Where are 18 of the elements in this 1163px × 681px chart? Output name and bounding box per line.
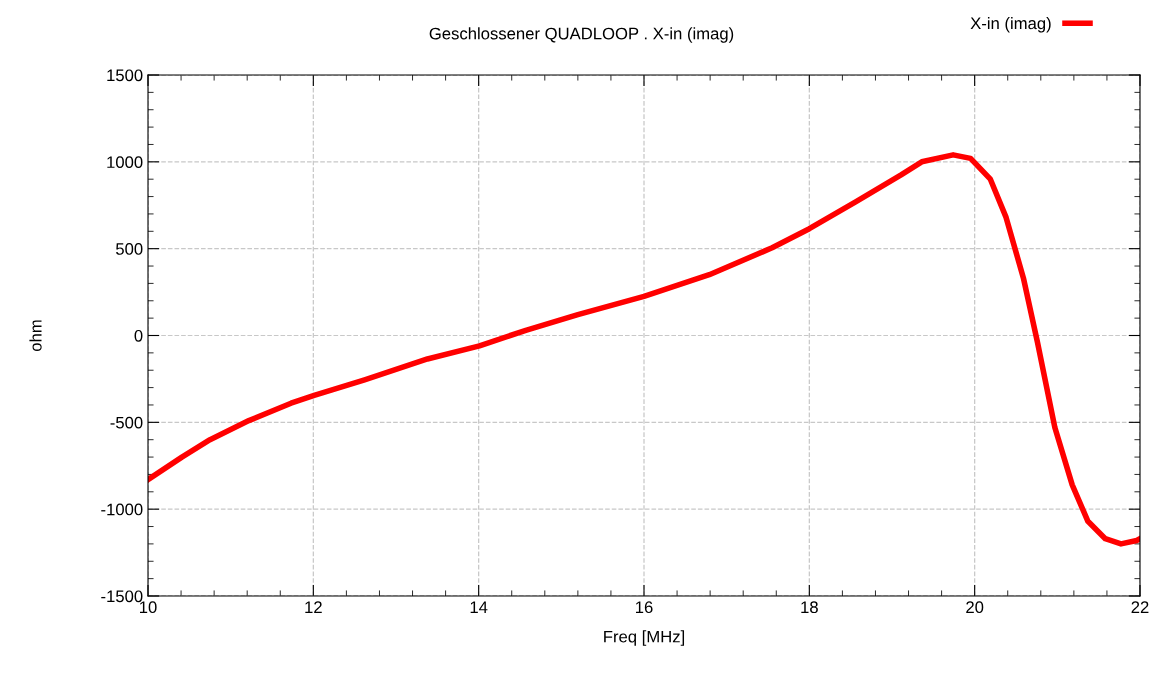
y-tick-label: 1000 [107,156,143,169]
x-tick-label: 12 [305,601,322,613]
x-tick-label: 22 [1131,601,1149,613]
y-tick-label: 0 [134,329,143,342]
y-tick-label: 1500 [107,69,143,82]
x-tick-label: 16 [636,601,653,614]
y-tick-label: 500 [116,243,143,255]
x-axis-title: Freq [MHz] [604,630,685,646]
chart-title: Geschlossener QUADLOOP . X-in (imag) [429,27,734,43]
legend-label: X-in (imag) [970,17,1051,33]
x-tick-label: 20 [966,601,984,614]
y-tick-label: -1000 [101,503,143,516]
x-tick-label: 14 [470,601,488,613]
x-tick-label: 10 [140,601,157,614]
x-tick-label: 18 [801,601,818,614]
y-tick-label: -1500 [101,590,143,603]
y-tick-label: -500 [110,416,143,429]
y-axis-title: ohm [29,320,42,352]
